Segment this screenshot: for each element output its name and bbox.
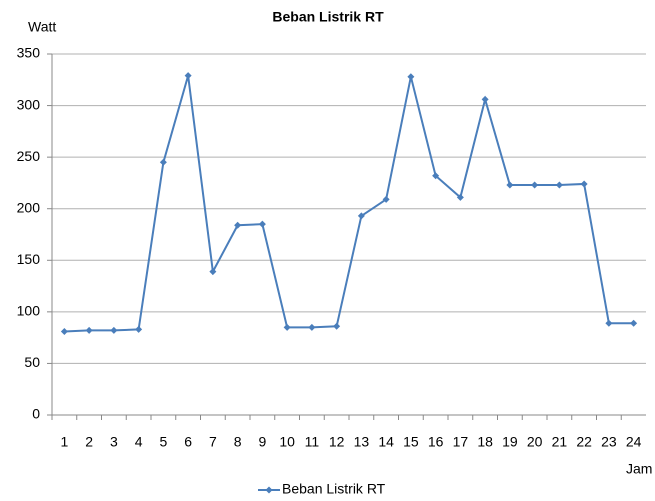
data-point bbox=[506, 181, 514, 189]
x-tick-label: 6 bbox=[184, 434, 192, 450]
data-point bbox=[60, 327, 68, 335]
data-point bbox=[308, 323, 316, 331]
x-tick-label: 23 bbox=[601, 434, 617, 450]
x-tick-label: 22 bbox=[576, 434, 592, 450]
data-point bbox=[184, 72, 192, 80]
data-point bbox=[382, 195, 390, 203]
data-point bbox=[555, 181, 563, 189]
x-tick-label: 1 bbox=[60, 434, 68, 450]
data-point bbox=[605, 319, 613, 327]
y-tick-label: 200 bbox=[17, 199, 41, 215]
x-tick-label: 21 bbox=[552, 434, 568, 450]
x-tick-label: 17 bbox=[453, 434, 469, 450]
data-point bbox=[159, 158, 167, 166]
data-point bbox=[432, 172, 440, 180]
x-tick-label: 24 bbox=[626, 434, 642, 450]
data-point bbox=[283, 323, 291, 331]
x-tick-label: 3 bbox=[110, 434, 118, 450]
x-tick-label: 11 bbox=[305, 434, 320, 450]
y-tick-label: 300 bbox=[17, 96, 41, 112]
x-tick-label: 13 bbox=[354, 434, 370, 450]
data-point bbox=[580, 180, 588, 188]
x-tick-label: 18 bbox=[477, 434, 493, 450]
x-tick-label: 4 bbox=[135, 434, 143, 450]
y-tick-label: 150 bbox=[17, 251, 41, 267]
data-point bbox=[258, 220, 266, 228]
legend-marker bbox=[265, 486, 273, 494]
data-point bbox=[630, 319, 638, 327]
y-tick-label: 100 bbox=[17, 303, 41, 319]
x-tick-label: 12 bbox=[329, 434, 345, 450]
data-point bbox=[456, 193, 464, 201]
data-point bbox=[135, 325, 143, 333]
data-point bbox=[85, 326, 93, 334]
x-tick-label: 14 bbox=[378, 434, 394, 450]
chart-title: Beban Listrik RT bbox=[272, 9, 384, 25]
data-point bbox=[481, 95, 489, 103]
x-tick-label: 8 bbox=[234, 434, 242, 450]
x-tick-label: 2 bbox=[85, 434, 93, 450]
x-tick-label: 5 bbox=[159, 434, 167, 450]
x-tick-label: 7 bbox=[209, 434, 217, 450]
data-point bbox=[333, 322, 341, 330]
y-tick-label: 250 bbox=[17, 148, 41, 164]
x-tick-label: 15 bbox=[403, 434, 419, 450]
x-tick-label: 19 bbox=[502, 434, 518, 450]
y-axis-label: Watt bbox=[28, 19, 56, 35]
data-line bbox=[64, 75, 634, 333]
y-tick-label: 50 bbox=[24, 354, 40, 370]
data-point bbox=[357, 212, 365, 220]
data-point bbox=[110, 326, 118, 334]
data-point bbox=[209, 268, 217, 276]
x-axis-label: Jam bbox=[626, 461, 652, 477]
x-tick-label: 16 bbox=[428, 434, 444, 450]
data-point bbox=[531, 181, 539, 189]
y-tick-label: 0 bbox=[32, 406, 40, 422]
y-tick-label: 350 bbox=[17, 45, 41, 61]
legend-label: Beban Listrik RT bbox=[282, 481, 386, 497]
x-tick-label: 10 bbox=[279, 434, 295, 450]
data-point bbox=[234, 221, 242, 229]
x-tick-label: 20 bbox=[527, 434, 543, 450]
data-point bbox=[407, 73, 415, 81]
x-tick-label: 9 bbox=[258, 434, 266, 450]
